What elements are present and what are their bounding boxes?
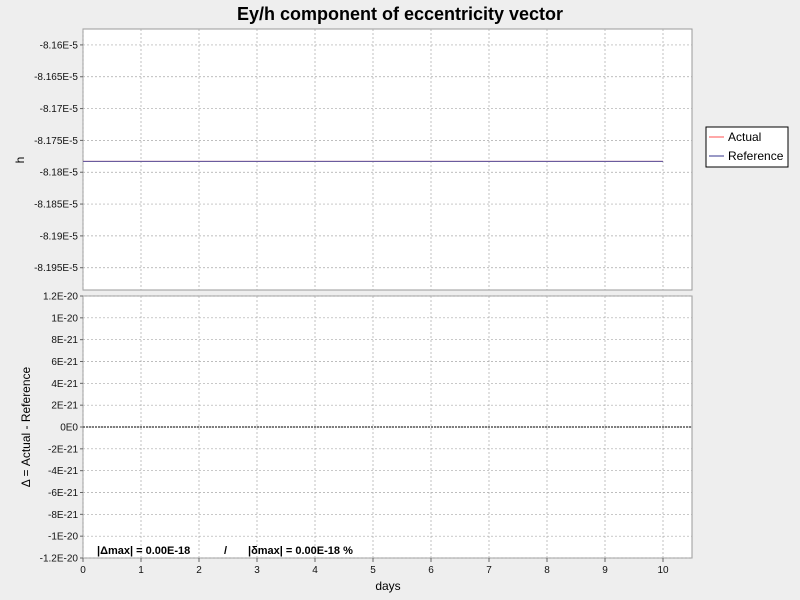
bottom-ytick-label-5: 2E-21 xyxy=(51,401,78,412)
x-tick-label-7: 7 xyxy=(486,565,492,576)
bottom-ytick-label-4: 4E-21 xyxy=(51,379,78,390)
legend-box xyxy=(705,126,789,168)
bottom-panel: 1.2E-20 1E-20 8E-21 6E-21 4E-21 2E-21 0E0 -2E-2… xyxy=(19,292,693,565)
chart-title: Ey/h component of eccentricity vector xyxy=(237,4,563,24)
x-tick-label-5: 5 xyxy=(370,565,376,576)
x-tick-label-0: 0 xyxy=(80,565,86,576)
top-ytick-label-6: -8.19E-5 xyxy=(40,231,79,242)
top-ytick-label-4: -8.18E-5 xyxy=(40,168,79,179)
bottom-ytick-label-11: -1E-20 xyxy=(48,532,78,543)
bottom-ytick-label-6: 0E0 xyxy=(60,423,78,434)
bottom-y-axis-label: Δ = Actual - Reference xyxy=(19,366,33,487)
top-plot-area xyxy=(82,28,693,291)
top-ytick-label-5: -8.185E-5 xyxy=(34,200,78,211)
abs-delta-max-text: |Δmax| = 0.00E-18 xyxy=(97,545,190,557)
bottom-ytick-label-12: -1.2E-20 xyxy=(40,554,79,565)
top-ytick-label-7: -8.195E-5 xyxy=(34,263,78,274)
top-ytick-label-2: -8.17E-5 xyxy=(40,104,79,115)
bottom-ytick-label-2: 8E-21 xyxy=(51,335,78,346)
bottom-ytick-label-10: -8E-21 xyxy=(48,510,78,521)
stats-annotation: |Δmax| = 0.00E-18 / |δmax| = 0.00E-18 % xyxy=(97,545,353,557)
bottom-ytick-label-1: 1E-20 xyxy=(51,313,78,324)
x-axis-label: days xyxy=(375,579,400,593)
top-panel: -8.16E-5 -8.165E-5 -8.17E-5 -8.175E-5 -8.18E… xyxy=(13,28,693,291)
x-tick-label-3: 3 xyxy=(254,565,260,576)
x-tick-label-9: 9 xyxy=(602,565,608,576)
x-tick-label-2: 2 xyxy=(196,565,202,576)
x-tick-label-4: 4 xyxy=(312,565,318,576)
top-gridlines xyxy=(82,29,692,290)
top-ytick-label-0: -8.16E-5 xyxy=(40,40,79,51)
x-tick-label-1: 1 xyxy=(138,565,144,576)
x-tick-label-6: 6 xyxy=(428,565,434,576)
legend-label-reference: Reference xyxy=(728,149,784,163)
legend: Actual Reference xyxy=(705,126,789,168)
x-tick-label-8: 8 xyxy=(544,565,550,576)
top-ytick-label-3: -8.175E-5 xyxy=(34,136,78,147)
top-ytick-label-1: -8.165E-5 xyxy=(34,72,78,83)
bottom-ytick-label-0: 1.2E-20 xyxy=(43,292,78,303)
x-axis-ticks: 0 1 2 3 4 5 6 7 8 9 10 xyxy=(80,558,669,576)
stats-separator: / xyxy=(224,545,227,557)
top-y-ticks: -8.16E-5 -8.165E-5 -8.17E-5 -8.175E-5 -8.18E… xyxy=(34,40,83,274)
bottom-y-ticks: 1.2E-20 1E-20 8E-21 6E-21 4E-21 2E-21 0E0 -2E-2… xyxy=(40,292,83,565)
bottom-ytick-label-8: -4E-21 xyxy=(48,466,78,477)
rel-delta-max-text: |δmax| = 0.00E-18 % xyxy=(248,545,353,557)
x-tick-label-10: 10 xyxy=(657,565,669,576)
bottom-ytick-label-7: -2E-21 xyxy=(48,444,78,455)
legend-label-actual: Actual xyxy=(728,130,761,144)
bottom-ytick-label-3: 6E-21 xyxy=(51,357,78,368)
bottom-ytick-label-9: -6E-21 xyxy=(48,488,78,499)
top-y-axis-label: h xyxy=(13,157,27,164)
